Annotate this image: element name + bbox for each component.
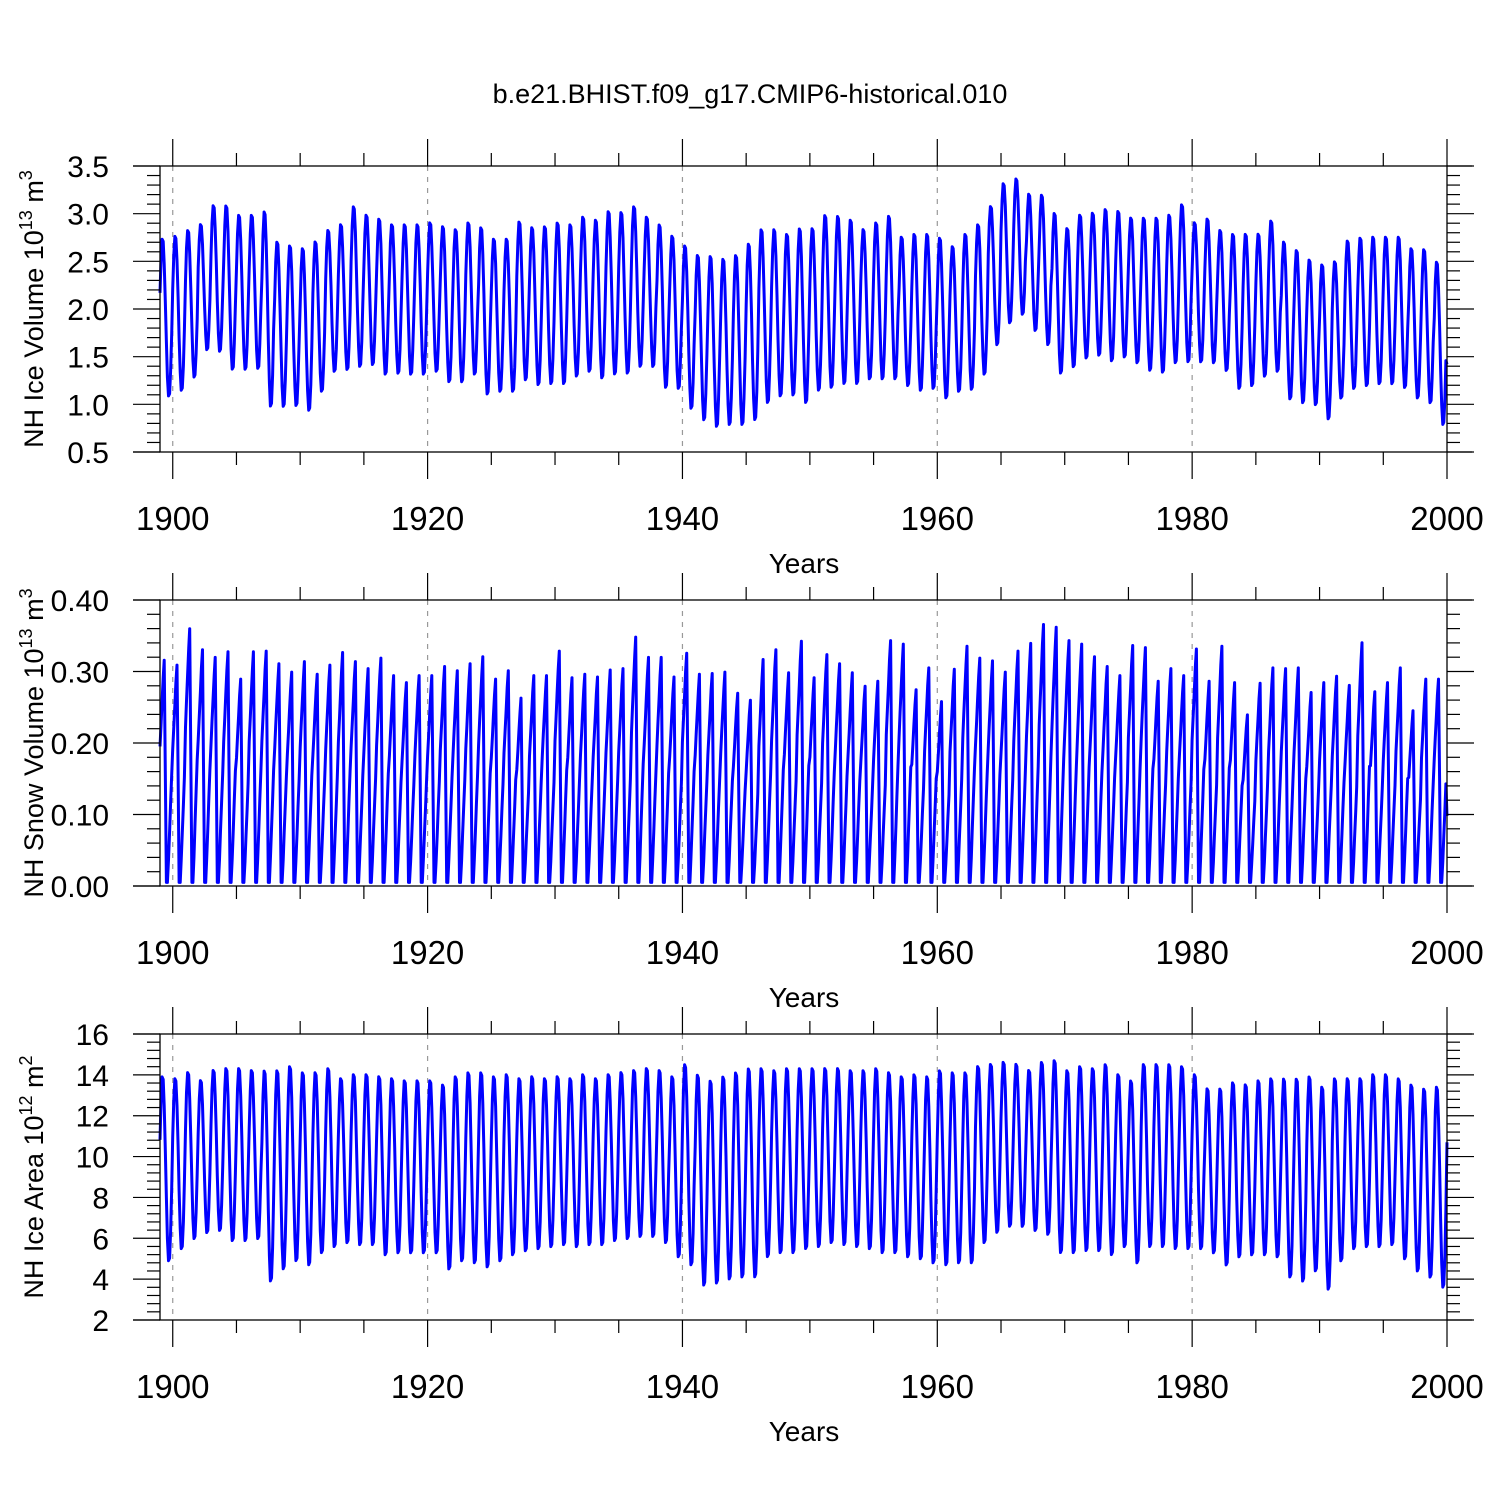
y-tick-label: 4	[92, 1264, 109, 1297]
panels: 0.5 1.0 1.5 2.0 2.5 3.0 3.5 1900 1920 1940 1960 198…	[16, 139, 1484, 1447]
x-tick-label: 1900	[136, 934, 209, 971]
x-axis-label: Years	[769, 548, 840, 579]
y-tick-label: 14	[76, 1060, 109, 1093]
series-line	[158, 1059, 1449, 1291]
x-tick-label: 1960	[901, 500, 974, 537]
panel-2: 0.00 0.10 0.20 0.30 0.40 1900 1920 1940 1960 1980…	[16, 573, 1484, 1013]
y-tick-label: 0.10	[51, 800, 109, 833]
x-tick-label: 1980	[1155, 500, 1228, 537]
x-tick-label: 2000	[1410, 500, 1483, 537]
series-line	[158, 177, 1449, 428]
panel-3: 2 4 6 8 10 12 14 16 1900 1920 1940 1960 1980 2000 Year…	[16, 1007, 1484, 1447]
y-tick-label: 8	[92, 1182, 109, 1215]
x-tick-label: 1940	[646, 1368, 719, 1405]
x-tick-label: 1980	[1155, 934, 1228, 971]
y-axis-label: NH Ice Volume 1013 m3	[16, 170, 49, 448]
x-axis-label: Years	[769, 1416, 840, 1447]
x-tick-label: 1980	[1155, 1368, 1228, 1405]
x-tick-label: 1900	[136, 1368, 209, 1405]
y-tick-label: 10	[76, 1142, 109, 1175]
y-tick-label: 2.5	[67, 246, 109, 279]
x-tick-label: 1920	[391, 1368, 464, 1405]
x-tick-label: 1920	[391, 500, 464, 537]
x-tick-label: 1960	[901, 934, 974, 971]
panel-1: 0.5 1.0 1.5 2.0 2.5 3.0 3.5 1900 1920 1940 1960 198…	[16, 139, 1484, 579]
y-axis-label: NH Ice Area 1012 m2	[16, 1055, 49, 1298]
chart-title: b.e21.BHIST.f09_g17.CMIP6-historical.010	[493, 79, 1008, 109]
y-tick-label: 0.30	[51, 657, 109, 690]
plot-frame	[159, 1033, 1448, 1321]
x-tick-label: 2000	[1410, 934, 1483, 971]
x-tick-label: 1940	[646, 500, 719, 537]
y-tick-label: 0.40	[51, 585, 109, 618]
y-tick-label: 3.0	[67, 199, 109, 232]
y-tick-label: 12	[76, 1101, 109, 1134]
series-line	[158, 623, 1449, 884]
y-tick-label: 0.5	[67, 437, 109, 470]
y-tick-label: 6	[92, 1223, 109, 1256]
x-axis-label: Years	[769, 982, 840, 1013]
y-tick-label: 3.5	[67, 151, 109, 184]
y-axis-label: NH Snow Volume 1013 m3	[16, 588, 49, 897]
x-tick-label: 2000	[1410, 1368, 1483, 1405]
y-tick-label: 2	[92, 1305, 109, 1338]
x-tick-label: 1940	[646, 934, 719, 971]
y-tick-label: 0.00	[51, 871, 109, 904]
y-tick-label: 16	[76, 1019, 109, 1052]
x-tick-label: 1920	[391, 934, 464, 971]
x-tick-label: 1900	[136, 500, 209, 537]
y-tick-label: 1.0	[67, 389, 109, 422]
y-tick-label: 1.5	[67, 342, 109, 375]
x-tick-label: 1960	[901, 1368, 974, 1405]
y-tick-label: 0.20	[51, 728, 109, 761]
y-tick-label: 2.0	[67, 294, 109, 327]
